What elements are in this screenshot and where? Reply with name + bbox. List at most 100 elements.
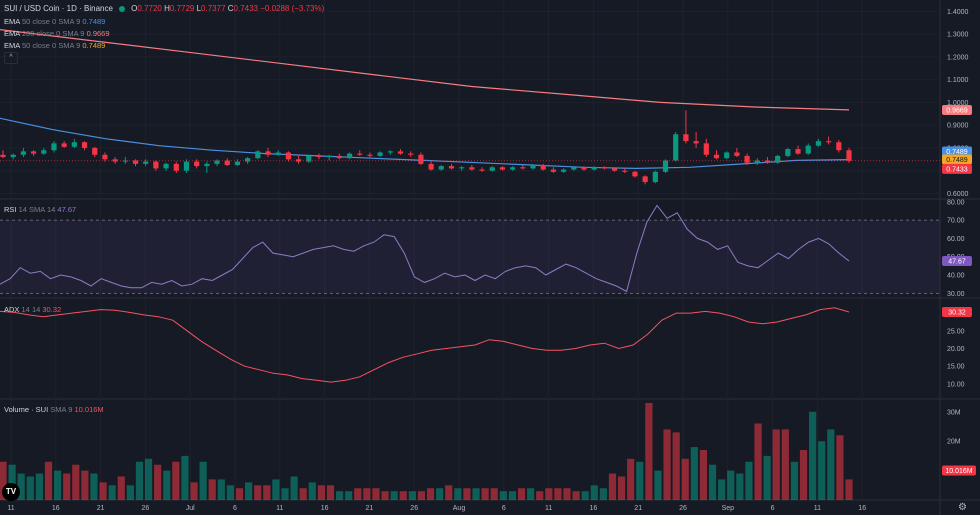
- candle-body: [724, 152, 730, 159]
- symbol-title[interactable]: SUI / USD Coin · 1D · Binance: [4, 4, 113, 13]
- candle-body: [489, 167, 495, 171]
- legend-ema50-params: 50 close 0 SMA 9: [21, 17, 81, 26]
- candle-body: [316, 155, 322, 158]
- volume-axis-tag-label: 10.016M: [945, 468, 972, 475]
- candle-body: [204, 163, 210, 167]
- candle-body: [336, 155, 342, 159]
- volume-bar: [290, 476, 298, 500]
- candle-body: [183, 161, 190, 171]
- volume-bar: [99, 482, 107, 500]
- volume-bar: [44, 461, 53, 500]
- candle-body: [112, 159, 118, 162]
- legend-ema200[interactable]: EMA 200 close 0 SMA 9 0.9669: [4, 29, 110, 38]
- adx-axis-tag: [942, 307, 972, 318]
- legend-adx[interactable]: ADX 14 14 30.32: [4, 305, 61, 314]
- volume-bar: [681, 458, 689, 500]
- candle-body: [846, 150, 852, 161]
- x-tick-label: 21: [366, 505, 374, 512]
- close-label: C: [227, 4, 234, 13]
- candle-body: [775, 155, 781, 163]
- rsi-tick-label: 30.00: [947, 291, 965, 298]
- candle-body: [397, 151, 404, 154]
- legend-ema200-label: EMA: [4, 29, 20, 38]
- candle-body: [71, 142, 77, 147]
- candle-body: [815, 141, 822, 146]
- candle-body: [683, 134, 689, 142]
- candle-body: [20, 151, 26, 155]
- volume-bar: [454, 488, 462, 500]
- x-tick-label: Jul: [186, 505, 195, 512]
- candle-body: [81, 142, 88, 148]
- x-tick-label: 11: [814, 505, 821, 512]
- candle-body: [234, 161, 241, 165]
- volume-bar: [135, 461, 144, 500]
- volume-bar: [235, 488, 244, 500]
- candle-body: [479, 169, 485, 171]
- candle-body: [357, 153, 363, 155]
- candle-body: [41, 150, 47, 154]
- candle-body: [662, 160, 669, 172]
- legend-ema50b-params: 50 close 0 SMA 9: [21, 41, 81, 50]
- candle-body: [163, 163, 169, 169]
- collapse-legend-button[interactable]: ^: [4, 52, 18, 64]
- volume-bar: [281, 488, 289, 500]
- x-tick-label: 16: [590, 505, 598, 512]
- tradingview-logo[interactable]: TV: [2, 483, 20, 501]
- volume-bar: [481, 488, 489, 500]
- volume-bar: [663, 429, 671, 500]
- volume-bar: [672, 432, 680, 500]
- candle-body: [122, 160, 128, 162]
- high-label: H: [164, 4, 170, 13]
- candle-body: [836, 142, 842, 151]
- volume-bar: [463, 488, 471, 500]
- volume-bar: [617, 476, 626, 500]
- volume-bar: [417, 491, 426, 500]
- volume-bar: [845, 479, 853, 500]
- price-axis-tag-label: 0.7489: [946, 157, 968, 164]
- volume-bar: [181, 455, 189, 500]
- legend-ema50b[interactable]: EMA 50 close 0 SMA 9 0.7489: [4, 41, 105, 50]
- legend-ema50b-label: EMA: [4, 41, 20, 50]
- volume-bar: [390, 491, 398, 500]
- volume-bar: [563, 488, 571, 500]
- volume-bar: [799, 450, 808, 500]
- volume-bar: [335, 491, 344, 500]
- candle-body: [92, 147, 98, 155]
- volume-bar: [154, 464, 162, 500]
- legend-ema200-value: 0.9669: [86, 29, 110, 38]
- volume-bar: [163, 470, 171, 500]
- volume-bar: [754, 423, 762, 500]
- price-axis-tag: [942, 154, 972, 165]
- candle-body: [744, 155, 750, 163]
- legend-ema50[interactable]: EMA 50 close 0 SMA 9 0.7489: [4, 17, 105, 26]
- candle-body: [530, 165, 536, 169]
- legend-rsi-label: RSI: [4, 205, 17, 214]
- volume-bar: [363, 488, 371, 500]
- rsi-line: [0, 204, 850, 293]
- legend-rsi[interactable]: RSI 14 SMA 14 47.67: [4, 205, 76, 214]
- candle-body: [632, 171, 638, 177]
- candle-body: [0, 154, 6, 158]
- price-axis-tag: [942, 104, 972, 115]
- adx-tick-label: 10.00: [947, 381, 965, 388]
- volume-bar: [809, 411, 817, 500]
- volume-bar: [190, 482, 198, 500]
- close-value: 0.7433: [233, 4, 258, 13]
- symbol-header: SUI / USD Coin · 1D · Binance O0.7720 H0…: [4, 4, 324, 13]
- volume-bar: [736, 473, 744, 500]
- gear-icon[interactable]: ⚙: [958, 502, 967, 513]
- legend-volume[interactable]: Volume · SUI SMA 9 10.016M: [4, 405, 104, 414]
- volume-bar: [545, 488, 553, 500]
- price-tick-label: 1.0000: [947, 100, 969, 107]
- price-tick-label: 0.9000: [947, 123, 969, 130]
- candle-body: [805, 145, 811, 154]
- volume-bar: [508, 491, 517, 500]
- candle-body: [326, 155, 332, 158]
- volume-bar: [527, 488, 535, 500]
- volume-bar: [727, 470, 735, 500]
- volume-bar: [554, 488, 562, 500]
- volume-bar: [226, 485, 235, 500]
- candle-body: [764, 160, 771, 163]
- legend-ema50-label: EMA: [4, 17, 20, 26]
